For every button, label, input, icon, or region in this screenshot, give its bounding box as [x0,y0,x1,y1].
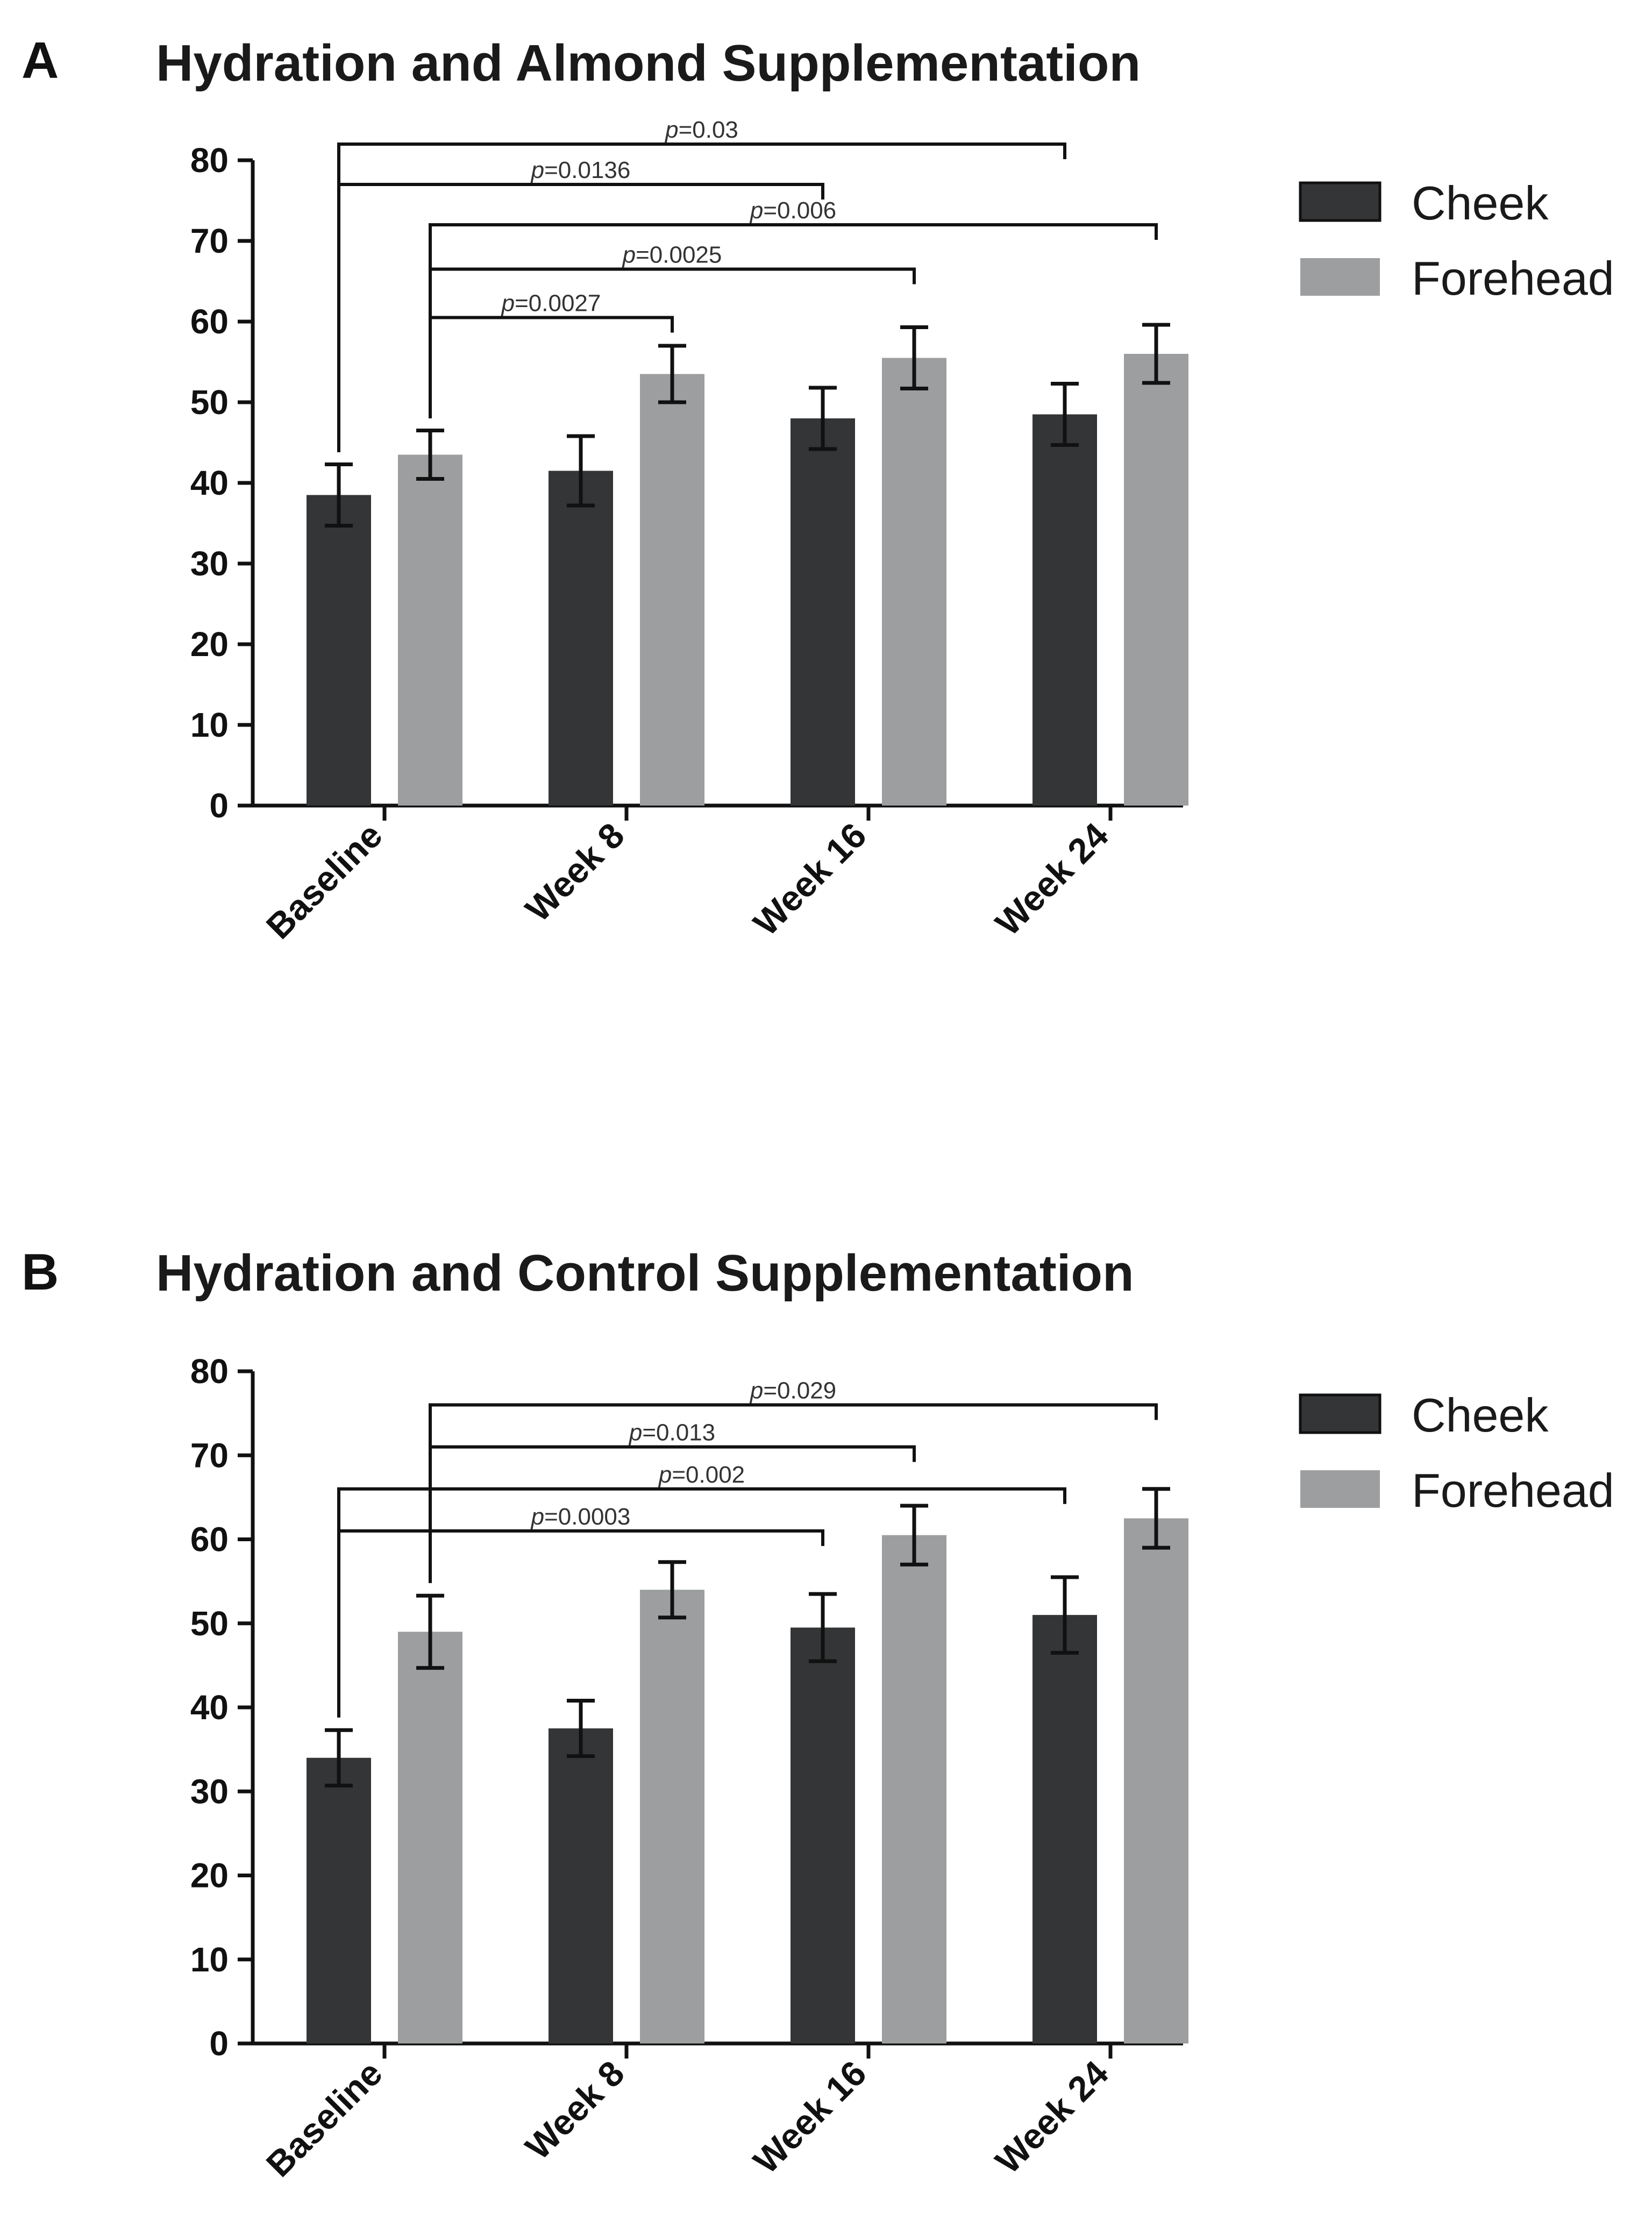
p-value-label: p=0.0003 [530,1504,631,1530]
bracket-line [337,1529,824,1718]
y-tick-label: 10 [190,1940,229,1979]
bar-cheek-week-16 [791,1627,855,2043]
bar-forehead-week-16 [882,358,946,806]
panel-letter: B [22,1243,59,1301]
x-tick-label: Week 16 [746,2053,874,2181]
y-tick-label: 70 [190,222,229,260]
panel-letter: A [22,32,59,89]
p-value-label: p=0.0136 [530,157,631,183]
chart-title: Hydration and Control Supplementation [156,1244,1134,1302]
bar-cheek-week-8 [549,471,613,806]
significance-bracket: p=0.0003 [337,1504,824,1718]
x-tick-label: Baseline [259,2053,390,2184]
y-tick-label: 40 [190,464,229,502]
p-value-label: p=0.006 [749,197,836,224]
bar-forehead-week-16 [882,1535,946,2043]
chart-title: Hydration and Almond Supplementation [156,34,1141,92]
bar-forehead-week-24 [1124,354,1188,806]
p-value: =0.0003 [544,1504,630,1530]
p-symbol: p [628,1420,642,1446]
legend-label-cheek: Cheek [1412,176,1549,230]
legend-label-forehead: Forehead [1412,1464,1614,1517]
p-value: =0.006 [763,197,836,224]
bar-forehead-week-24 [1124,1518,1188,2043]
p-symbol: p [749,1378,763,1404]
y-tick-label: 60 [190,1520,229,1559]
significance-bracket: p=0.013 [429,1420,916,1583]
x-tick-label: Week 8 [518,815,632,929]
significance-bracket: p=0.029 [429,1378,1158,1583]
bracket-line [429,1403,1158,1583]
y-tick-label: 20 [190,1856,229,1895]
p-value-label: p=0.0025 [622,242,722,268]
y-tick-label: 0 [209,2024,229,2063]
bar-cheek-week-24 [1032,1615,1097,2043]
y-tick-label: 40 [190,1688,229,1727]
p-value-label: p=0.03 [664,117,738,143]
y-tick-label: 10 [190,706,229,744]
p-value-label: p=0.029 [749,1378,836,1404]
x-tick-label: Week 24 [988,2053,1116,2181]
bracket-line [429,316,674,418]
p-value: =0.029 [763,1378,836,1404]
significance-bracket: p=0.0027 [429,290,674,418]
y-tick-label: 70 [190,1436,229,1475]
y-tick-label: 50 [190,1604,229,1643]
bracket-line [429,1445,916,1583]
bar-cheek-baseline [307,495,371,806]
y-tick-label: 30 [190,1772,229,1811]
p-symbol: p [658,1462,672,1488]
p-symbol: p [530,1504,544,1530]
p-value: =0.002 [672,1462,745,1488]
x-tick-label: Week 16 [746,815,874,943]
y-tick-label: 80 [190,1352,229,1391]
p-value: =0.0025 [636,242,722,268]
bar-forehead-week-8 [640,1590,704,2043]
chart-panel-a: A Hydration and Almond Supplementation 0 10… [22,32,1614,946]
bar-cheek-week-24 [1032,414,1097,806]
legend-swatch-forehead [1300,1470,1380,1508]
p-symbol: p [749,197,763,224]
p-symbol: p [664,117,678,143]
p-value-label: p=0.002 [658,1462,745,1488]
p-value: =0.0136 [544,157,630,183]
p-symbol: p [501,290,515,317]
chart-panel-b: B Hydration and Control Supplementation 0 1… [22,1243,1614,2184]
x-tick-label: Baseline [259,815,390,946]
x-tick-label: Week 24 [988,815,1116,943]
y-tick-label: 80 [190,141,229,180]
y-tick-label: 20 [190,625,229,664]
legend-label-cheek: Cheek [1412,1388,1549,1442]
bar-forehead-baseline [398,454,462,806]
p-value-label: p=0.013 [628,1420,715,1446]
y-tick-label: 0 [209,786,229,825]
bar-forehead-week-8 [640,374,704,806]
x-tick-label: Week 8 [518,2053,632,2167]
y-tick-label: 50 [190,383,229,422]
bar-cheek-week-8 [549,1728,613,2043]
p-symbol: p [530,157,544,183]
bar-cheek-week-16 [791,418,855,806]
legend-label-forehead: Forehead [1412,252,1614,305]
bar-cheek-baseline [307,1757,371,2043]
p-value: =0.03 [679,117,738,143]
p-value: =0.013 [642,1420,715,1446]
p-symbol: p [622,242,636,268]
legend-swatch-cheek [1299,1393,1382,1434]
bracket-line [337,183,824,452]
bar-forehead-baseline [398,1632,462,2043]
significance-bracket: p=0.0136 [337,157,824,452]
y-tick-label: 60 [190,302,229,341]
p-value-label: p=0.0027 [501,290,601,317]
y-tick-label: 30 [190,544,229,583]
legend-swatch-forehead [1300,258,1380,296]
legend-swatch-cheek [1299,181,1382,222]
bracket-line [429,223,1158,418]
p-value: =0.0027 [515,290,601,317]
